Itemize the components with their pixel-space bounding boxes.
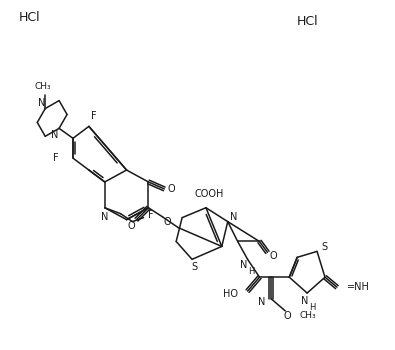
Text: CH₃: CH₃ [35, 82, 51, 91]
Text: COOH: COOH [194, 189, 224, 199]
Text: O: O [269, 251, 277, 261]
Text: F: F [91, 111, 97, 121]
Text: H: H [309, 303, 315, 313]
Text: N: N [101, 212, 109, 222]
Text: N: N [240, 260, 247, 270]
Text: N: N [258, 297, 265, 307]
Text: N: N [230, 212, 237, 222]
Text: HCl: HCl [19, 11, 40, 24]
Text: N: N [301, 296, 309, 306]
Text: F: F [148, 210, 153, 220]
Text: HO: HO [223, 289, 238, 299]
Text: O: O [167, 184, 175, 194]
Text: N: N [51, 130, 59, 140]
Text: HCl: HCl [296, 15, 318, 28]
Text: O: O [164, 217, 171, 227]
Text: N: N [38, 98, 45, 107]
Text: H: H [248, 267, 255, 276]
Text: S: S [191, 262, 197, 272]
Text: O: O [128, 220, 135, 231]
Text: S: S [321, 243, 327, 252]
Text: F: F [53, 153, 59, 163]
Text: CH₃: CH₃ [299, 312, 316, 320]
Text: =NH: =NH [347, 282, 370, 292]
Text: O: O [284, 311, 291, 321]
